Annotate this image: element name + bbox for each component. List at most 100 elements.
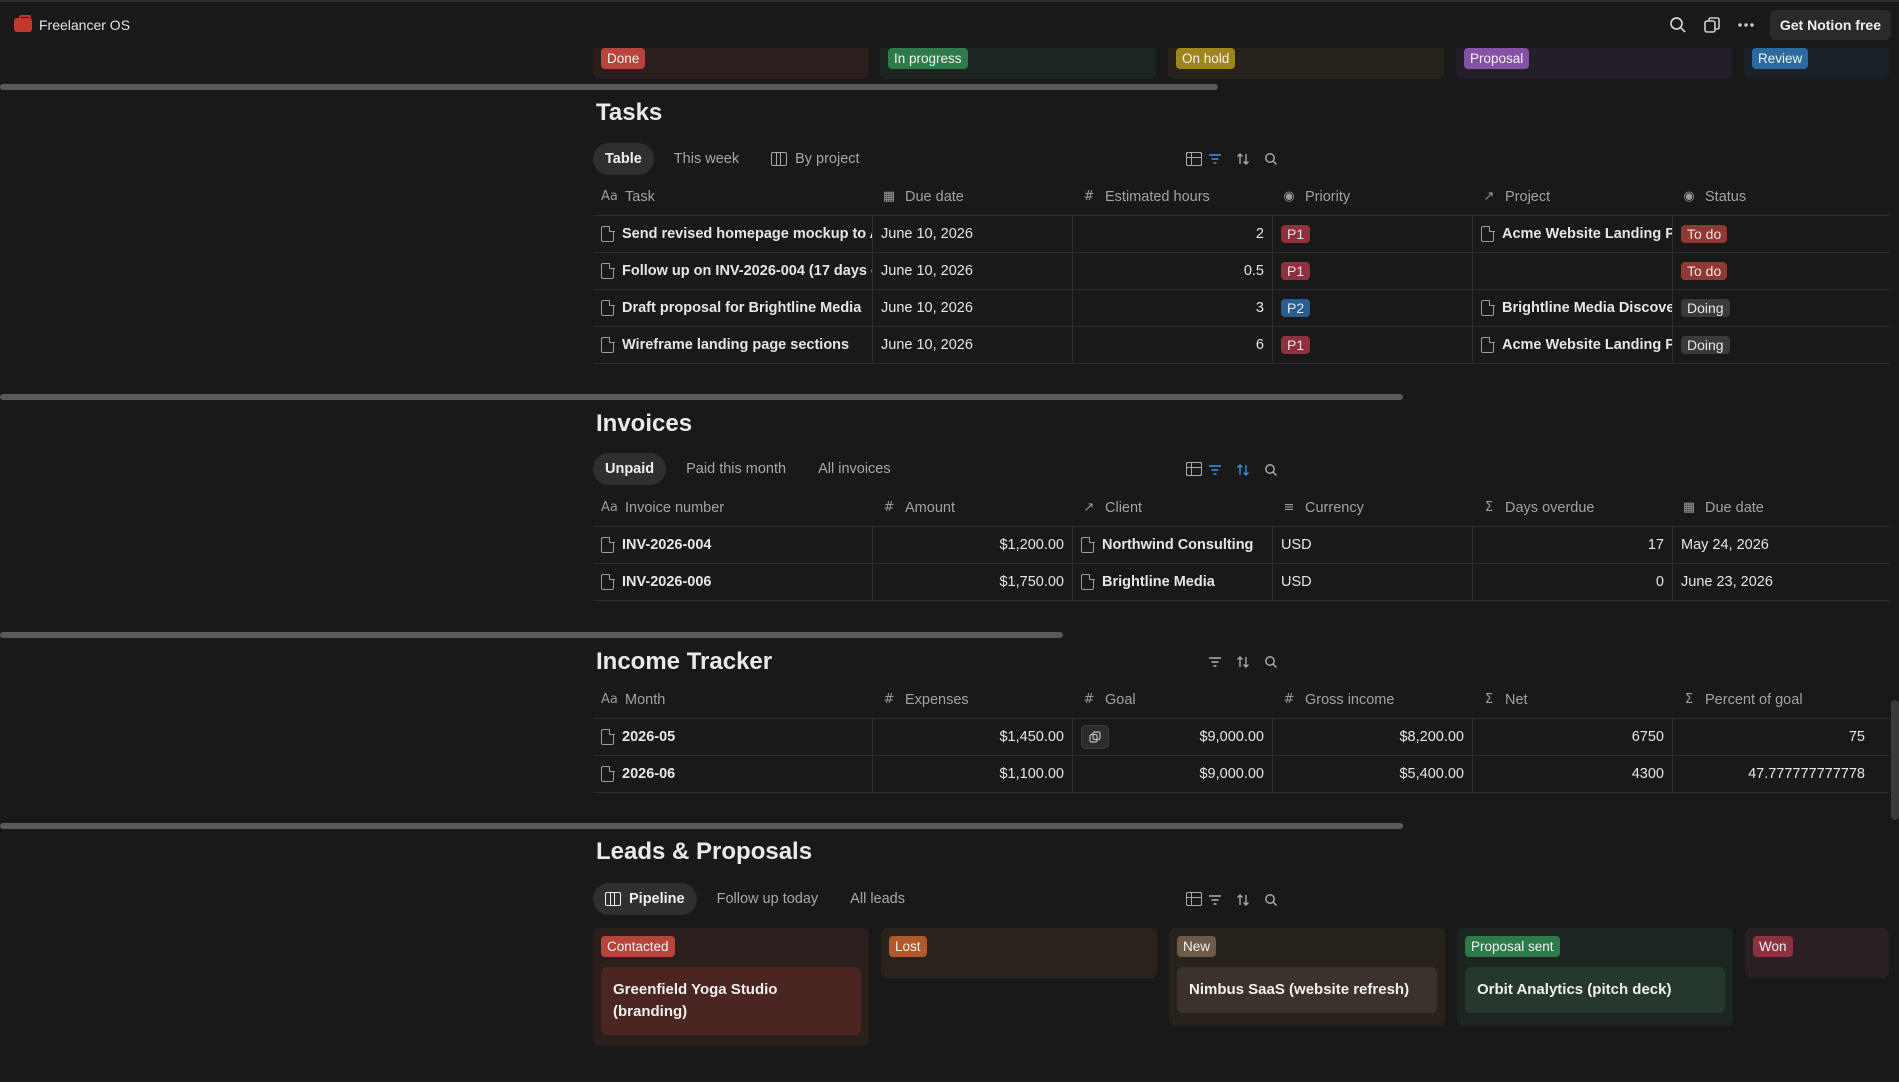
gross-income-cell[interactable]: $5,400.00: [1273, 756, 1473, 792]
due-date-cell[interactable]: June 10, 2026: [873, 290, 1073, 326]
due-date-cell[interactable]: June 23, 2026: [1681, 574, 1773, 590]
column-header-estimated-hours[interactable]: # Estimated hours: [1073, 178, 1273, 215]
tab-table[interactable]: Table: [593, 143, 1202, 175]
due-date-cell[interactable]: June 10, 2026: [873, 327, 1073, 363]
tab-this-week[interactable]: This week: [662, 143, 1202, 175]
column-header-due-date[interactable]: ▦ Due date: [882, 188, 964, 205]
tab-paid-this-month[interactable]: Paid this month: [674, 453, 1202, 485]
filter-icon[interactable]: [1207, 892, 1223, 908]
copy-icon[interactable]: [1081, 725, 1109, 749]
column-header-days-overdue[interactable]: Σ Days overdue: [1473, 489, 1673, 526]
currency-cell[interactable]: USD: [1273, 564, 1473, 600]
sort-icon[interactable]: [1235, 151, 1251, 167]
goal-cell[interactable]: $9,000.00: [1073, 756, 1273, 792]
column-header-net[interactable]: Σ Net: [1473, 681, 1673, 718]
workspace-breadcrumb[interactable]: Freelancer OS: [14, 15, 130, 33]
project-cell[interactable]: Acme Website Landing Page: [1473, 327, 1673, 363]
column-header-amount[interactable]: # Amount: [873, 489, 1073, 526]
invoice-number-cell[interactable]: INV-2026-004: [593, 527, 873, 563]
status-cell[interactable]: To do: [1673, 216, 1873, 252]
hours-cell[interactable]: 2: [1073, 216, 1273, 252]
due-date-cell[interactable]: June 10, 2026: [873, 216, 1073, 252]
column-header-project[interactable]: ↗ Project: [1473, 178, 1673, 215]
tab-follow-up-today[interactable]: Follow up today: [705, 883, 1202, 915]
task-name-cell[interactable]: Wireframe landing page sections: [593, 327, 873, 363]
month-cell[interactable]: 2026-06: [593, 756, 873, 792]
expenses-cell[interactable]: $1,100.00: [873, 756, 1073, 792]
horizontal-scrollbar[interactable]: [0, 632, 1063, 638]
hours-cell[interactable]: 6: [1073, 327, 1273, 363]
lead-card[interactable]: Nimbus SaaS (website refresh): [1177, 967, 1437, 1013]
project-cell[interactable]: [1473, 253, 1673, 289]
due-date-cell[interactable]: June 10, 2026: [873, 253, 1073, 289]
search-icon[interactable]: [1263, 151, 1279, 167]
filter-icon[interactable]: [1207, 151, 1223, 167]
table-row[interactable]: INV-2026-006 $1,750.00 Brightline Media …: [593, 564, 1889, 601]
horizontal-scrollbar[interactable]: [0, 394, 1403, 400]
column-header-expenses[interactable]: # Expenses: [873, 681, 1073, 718]
column-header-gross-income[interactable]: # Gross income: [1273, 681, 1473, 718]
currency-cell[interactable]: USD: [1273, 527, 1473, 563]
hours-cell[interactable]: 3: [1073, 290, 1273, 326]
column-header-status[interactable]: ◉ Status: [1673, 178, 1873, 215]
task-name-cell[interactable]: Follow up on INV-2026-004 (17 days overd…: [593, 253, 873, 289]
vertical-scrollbar[interactable]: [1891, 700, 1899, 820]
column-header-task[interactable]: Aa Task: [601, 188, 655, 205]
sort-icon[interactable]: [1235, 654, 1251, 670]
search-icon[interactable]: [1263, 654, 1279, 670]
status-cell[interactable]: To do: [1673, 253, 1873, 289]
percent-of-goal-cell[interactable]: 47.777777777778: [1748, 766, 1865, 782]
lead-card[interactable]: Greenfield Yoga Studio (branding): [601, 967, 861, 1035]
column-header-goal[interactable]: # Goal: [1073, 681, 1273, 718]
column-header-invoice-number[interactable]: Aa Invoice number: [601, 499, 725, 516]
task-name-cell[interactable]: Draft proposal for Brightline Media: [593, 290, 873, 326]
table-row[interactable]: INV-2026-004 $1,200.00 Northwind Consult…: [593, 527, 1889, 564]
project-cell[interactable]: Acme Website Landing Page: [1473, 216, 1673, 252]
table-row[interactable]: Wireframe landing page sections June 10,…: [593, 327, 1889, 364]
percent-of-goal-cell[interactable]: 75: [1848, 729, 1865, 745]
expenses-cell[interactable]: $1,450.00: [873, 719, 1073, 755]
search-icon[interactable]: [1668, 15, 1688, 35]
project-cell[interactable]: Brightline Media Discovery: [1473, 290, 1673, 326]
status-cell[interactable]: Doing: [1673, 327, 1873, 363]
sort-icon[interactable]: [1235, 462, 1251, 478]
table-row[interactable]: 2026-06 $1,100.00 $9,000.00 $5,400.00 43…: [593, 756, 1889, 793]
table-row[interactable]: Follow up on INV-2026-004 (17 days overd…: [593, 253, 1889, 290]
horizontal-scrollbar[interactable]: [0, 823, 1403, 829]
goal-cell[interactable]: $9,000.00: [1073, 719, 1273, 755]
days-overdue-cell[interactable]: 0: [1473, 564, 1673, 600]
duplicate-icon[interactable]: [1702, 15, 1722, 35]
tab-by-project[interactable]: By project: [759, 143, 871, 175]
sort-icon[interactable]: [1235, 892, 1251, 908]
month-cell[interactable]: 2026-05: [593, 719, 873, 755]
table-row[interactable]: 2026-05 $1,450.00 $9,000.00 $8,200.00 67…: [593, 719, 1889, 756]
lead-card[interactable]: Orbit Analytics (pitch deck): [1465, 967, 1725, 1013]
search-icon[interactable]: [1263, 892, 1279, 908]
priority-cell[interactable]: P1: [1273, 327, 1473, 363]
priority-cell[interactable]: P1: [1273, 216, 1473, 252]
status-cell[interactable]: Doing: [1673, 290, 1873, 326]
amount-cell[interactable]: $1,750.00: [873, 564, 1073, 600]
column-header-month[interactable]: Aa Month: [601, 691, 666, 708]
filter-icon[interactable]: [1207, 462, 1223, 478]
net-cell[interactable]: 6750: [1473, 719, 1673, 755]
hours-cell[interactable]: 0.5: [1073, 253, 1273, 289]
tab-all-leads[interactable]: All leads: [838, 883, 1202, 915]
task-name-cell[interactable]: Send revised homepage mockup to Acme: [593, 216, 873, 252]
column-header-priority[interactable]: ◉ Priority: [1273, 178, 1473, 215]
gross-income-cell[interactable]: $8,200.00: [1273, 719, 1473, 755]
horizontal-scrollbar[interactable]: [0, 84, 1218, 90]
table-row[interactable]: Send revised homepage mockup to Acme Jun…: [593, 216, 1889, 253]
get-notion-free-button[interactable]: Get Notion free: [1769, 10, 1891, 40]
column-header-due-date[interactable]: ▦ Due date: [1682, 499, 1764, 516]
column-header-percent-of-goal[interactable]: Σ Percent of goal: [1673, 681, 1873, 718]
net-cell[interactable]: 4300: [1473, 756, 1673, 792]
amount-cell[interactable]: $1,200.00: [873, 527, 1073, 563]
search-icon[interactable]: [1263, 462, 1279, 478]
column-header-client[interactable]: ↗ Client: [1073, 489, 1273, 526]
invoice-number-cell[interactable]: INV-2026-006: [593, 564, 873, 600]
days-overdue-cell[interactable]: 17: [1473, 527, 1673, 563]
filter-icon[interactable]: [1207, 654, 1223, 670]
tab-unpaid[interactable]: Unpaid: [593, 453, 1202, 485]
more-icon[interactable]: [1736, 15, 1756, 35]
